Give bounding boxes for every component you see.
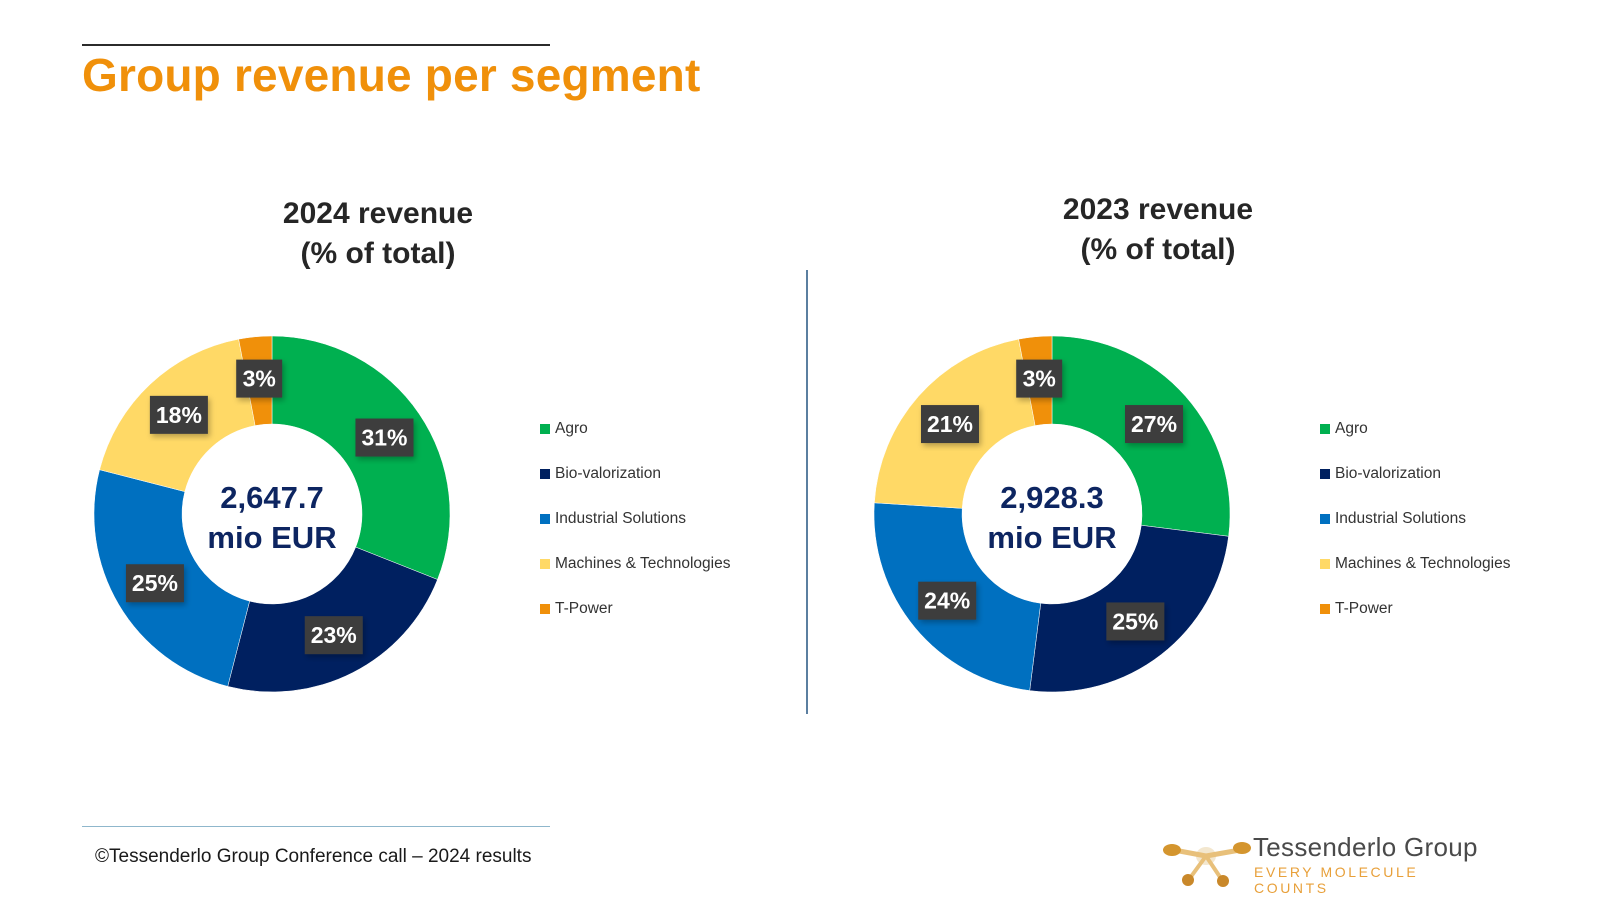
legend-label: Machines & Technologies: [555, 554, 731, 572]
legend-item-bio-valorization: Bio-valorization: [1320, 451, 1511, 496]
footer-rule: [82, 826, 550, 827]
data-label-bio-valorization: 23%: [304, 616, 363, 655]
data-label-machines-technologies: 18%: [149, 395, 208, 434]
legend-swatch: [1320, 423, 1330, 434]
chart-title-line2: (% of total): [300, 237, 456, 270]
svg-text:3%: 3%: [1023, 366, 1056, 392]
svg-text:25%: 25%: [132, 570, 178, 596]
legend-swatch: [1320, 603, 1330, 614]
legend-label: T-Power: [555, 599, 613, 617]
legend-swatch: [540, 603, 550, 614]
legend-item-industrial-solutions: Industrial Solutions: [540, 496, 731, 541]
legend-label: T-Power: [1335, 599, 1393, 617]
data-label-machines-technologies: 21%: [920, 405, 979, 444]
legend-item-bio-valorization: Bio-valorization: [540, 451, 731, 496]
svg-text:25%: 25%: [1112, 608, 1158, 634]
data-label-bio-valorization: 25%: [1106, 602, 1165, 641]
chart-title-line1: 2024 revenue: [282, 197, 474, 230]
legend-label: Agro: [555, 419, 588, 437]
legend-swatch: [1320, 468, 1330, 479]
data-label-agro: 31%: [355, 418, 414, 457]
title-rule: [82, 44, 550, 46]
data-label-industrial-solutions: 24%: [918, 581, 977, 620]
svg-text:24%: 24%: [924, 588, 970, 614]
legend-label: Bio-valorization: [1335, 464, 1441, 482]
chart-title: 2024 revenue (% of total): [168, 194, 588, 274]
data-label-t-power: 3%: [236, 359, 283, 398]
legend-label: Industrial Solutions: [1335, 509, 1466, 527]
legend-item-industrial-solutions: Industrial Solutions: [1320, 496, 1511, 541]
svg-text:3%: 3%: [243, 366, 276, 392]
donut-hole: [963, 425, 1141, 603]
legend-item-machines-technologies: Machines & Technologies: [540, 541, 731, 586]
legend-swatch: [540, 423, 550, 434]
svg-text:27%: 27%: [1131, 411, 1177, 437]
legend: Agro Bio-valorization Industrial Solutio…: [1320, 406, 1511, 631]
chart-title: 2023 revenue (% of total): [948, 190, 1368, 270]
svg-text:31%: 31%: [361, 425, 407, 451]
footer-text: ©Tessenderlo Group Conference call – 202…: [95, 846, 532, 867]
legend-swatch: [540, 468, 550, 479]
donut-chart-2024: 31% 23% 25% 18% 3% 2,647.7 mio EUR: [93, 335, 451, 693]
logo-name: Tessenderlo Group: [1253, 832, 1478, 862]
legend-swatch: [540, 513, 550, 524]
svg-text:18%: 18%: [156, 402, 202, 428]
legend-item-t-power: T-Power: [540, 586, 731, 631]
legend-item-agro: Agro: [1320, 406, 1511, 451]
center-value: 2,647.7: [220, 480, 323, 515]
legend-label: Industrial Solutions: [555, 509, 686, 527]
logo-tagline: EVERY MOLECULE COUNTS: [1254, 864, 1419, 896]
legend-item-machines-technologies: Machines & Technologies: [1320, 541, 1511, 586]
donut-hole: [183, 425, 361, 603]
legend-swatch: [1320, 513, 1330, 524]
center-unit: mio EUR: [207, 520, 336, 555]
chart-title-line1: 2023 revenue: [1062, 193, 1254, 226]
legend-swatch: [540, 558, 550, 569]
chart-divider: [806, 270, 808, 714]
data-label-agro: 27%: [1125, 405, 1184, 444]
chart-2024: 2024 revenue (% of total) 31% 23% 25% 18% 3%…: [40, 190, 800, 730]
center-value: 2,928.3: [1000, 480, 1103, 515]
svg-text:21%: 21%: [927, 411, 973, 437]
molecule-logo-icon: [1163, 842, 1251, 887]
legend-label: Bio-valorization: [555, 464, 661, 482]
chart-2023: 2023 revenue (% of total) 27% 25% 24% 21% 3%…: [820, 190, 1580, 730]
data-label-t-power: 3%: [1016, 359, 1063, 398]
slide-title: Group revenue per segment: [82, 49, 701, 101]
company-logo: Tessenderlo Group EVERY MOLECULE COUNTS: [1160, 828, 1490, 896]
legend-swatch: [1320, 558, 1330, 569]
data-label-industrial-solutions: 25%: [125, 564, 184, 603]
legend-label: Agro: [1335, 419, 1368, 437]
legend-item-t-power: T-Power: [1320, 586, 1511, 631]
legend: Agro Bio-valorization Industrial Solutio…: [540, 406, 731, 631]
chart-title-line2: (% of total): [1080, 233, 1236, 266]
slice-agro: [271, 335, 451, 580]
donut-chart-2023: 27% 25% 24% 21% 3% 2,928.3 mio EUR: [873, 335, 1231, 693]
legend-item-agro: Agro: [540, 406, 731, 451]
svg-text:23%: 23%: [311, 622, 357, 648]
center-unit: mio EUR: [987, 520, 1116, 555]
legend-label: Machines & Technologies: [1335, 554, 1511, 572]
